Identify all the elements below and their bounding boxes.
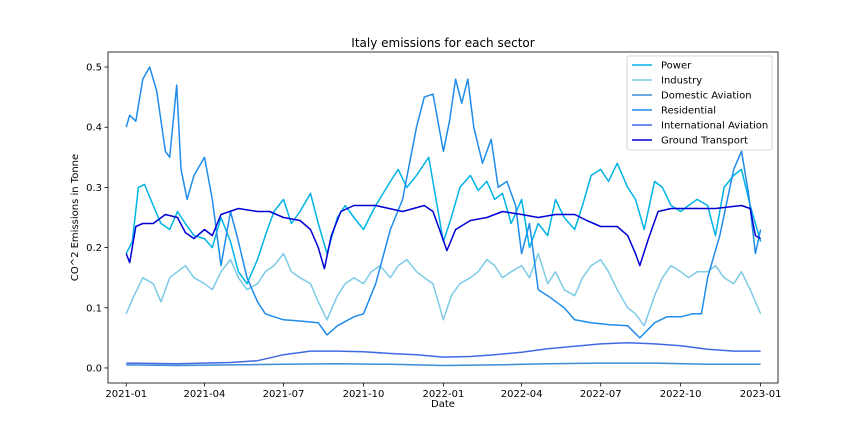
x-tick-label: 2022-01 — [423, 389, 465, 400]
legend-label: Residential — [661, 106, 716, 117]
series-line-residential — [125, 66, 762, 339]
legend-label: International Aviation — [661, 121, 768, 132]
y-tick-label: 0.5 — [86, 63, 102, 74]
series-line-power — [125, 156, 762, 285]
x-tick-label: 2022-04 — [501, 389, 543, 400]
x-tick-label: 2023-01 — [740, 389, 782, 400]
x-tick-label: 2021-01 — [105, 389, 147, 400]
series-line-industry — [125, 252, 762, 327]
legend-label: Industry — [661, 76, 702, 87]
x-tick-label: 2022-10 — [660, 389, 702, 400]
legend-label: Ground Transport — [661, 136, 748, 147]
legend: Power Industry Domestic Aviation Residentia… — [626, 55, 773, 151]
y-tick-label: 0.0 — [86, 363, 102, 374]
series-line-domestic-aviation — [126, 362, 761, 367]
x-tick-label: 2021-07 — [263, 389, 305, 400]
y-tick-label: 0.4 — [86, 123, 102, 134]
x-tick-label: 2021-04 — [184, 389, 226, 400]
legend-label: Power — [661, 61, 692, 72]
y-tick-label: 0.1 — [86, 303, 102, 314]
x-tick-label: 2021-10 — [343, 389, 385, 400]
x-tick-label: 2022-07 — [580, 389, 622, 400]
y-axis-ticks: 0.0 0.1 0.2 0.3 0.4 0.5 — [86, 63, 108, 374]
legend-frame — [626, 55, 773, 151]
y-tick-label: 0.3 — [86, 183, 102, 194]
y-axis-label: CO^2 Emissions in Tonne — [70, 154, 81, 281]
x-axis-label: Date — [431, 399, 455, 410]
plot-frame — [107, 51, 779, 384]
series-layer — [125, 66, 762, 367]
x-axis-ticks: 2021-01 2021-04 2021-07 2021-10 2022-01 2022-… — [105, 383, 782, 400]
chart-title: Italy emissions for each sector — [351, 36, 534, 50]
y-tick-label: 0.2 — [86, 243, 102, 254]
legend-label: Domestic Aviation — [661, 91, 752, 102]
series-line-international-aviation — [126, 341, 761, 365]
series-line-ground-transport — [125, 204, 761, 270]
